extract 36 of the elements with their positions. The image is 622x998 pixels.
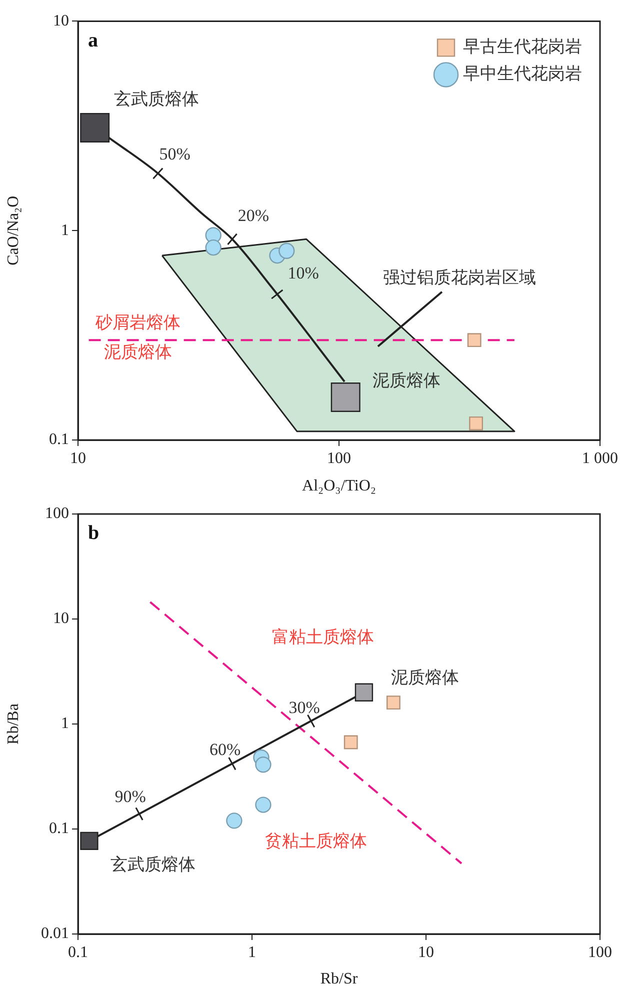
y-axis-title: Rb/Ba xyxy=(4,704,22,744)
x-axis-title: Al₂O₃/TiO₂ xyxy=(302,478,376,495)
x-axis-title: Rb/Sr xyxy=(320,970,358,988)
annotation: 玄武质熔体 xyxy=(114,90,200,109)
annotation: 泥质熔体 xyxy=(372,371,440,390)
annotation: 50% xyxy=(159,144,190,164)
annotation: 10% xyxy=(288,264,319,283)
annotation: 贫粘土质熔体 xyxy=(264,832,367,851)
x-tick-label: 10 xyxy=(418,944,434,961)
y-tick-label: 0.1 xyxy=(49,820,69,838)
legend-label: 早中生代花岗岩 xyxy=(463,64,582,84)
annotation: 90% xyxy=(114,786,146,806)
y-tick-label: 0.01 xyxy=(41,925,69,942)
x-tick-label: 1 xyxy=(248,944,256,961)
x-tick-label: 100 xyxy=(327,450,351,467)
y-tick-label: 0.1 xyxy=(49,431,69,448)
legend-label: 早古生代花岗岩 xyxy=(463,37,582,56)
chart-title: b xyxy=(88,522,100,544)
y-tick-label: 100 xyxy=(45,505,69,522)
annotation: 20% xyxy=(238,206,270,225)
y-axis-title: CaO/Na₂O xyxy=(4,196,22,266)
x-tick-label: 100 xyxy=(588,944,612,961)
y-tick-label: 10 xyxy=(53,610,69,628)
annotation: 泥质熔体 xyxy=(391,668,460,688)
annotation: 30% xyxy=(288,698,320,718)
annotation: 砂屑岩熔体 xyxy=(94,312,181,332)
x-tick-label: 1 000 xyxy=(582,450,618,467)
annotation: 泥质熔体 xyxy=(104,342,172,362)
y-tick-label: 10 xyxy=(53,12,69,30)
annotation: 玄武质熔体 xyxy=(110,854,196,874)
annotation: 强过铝质花岗岩区域 xyxy=(383,268,536,288)
annotation: 富粘土质熔体 xyxy=(272,627,374,646)
y-tick-label: 1 xyxy=(61,715,69,732)
chart-title: a xyxy=(88,29,98,52)
annotation: 60% xyxy=(209,740,241,759)
y-tick-label: 1 xyxy=(61,222,69,239)
